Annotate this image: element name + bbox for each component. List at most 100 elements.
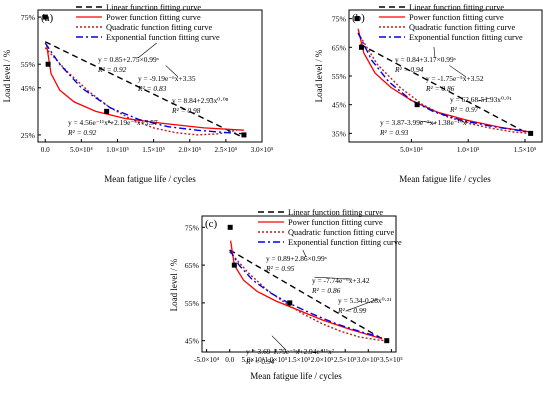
data-point xyxy=(104,108,110,114)
fit-r-squared: R² = 0.86 xyxy=(425,84,455,93)
fit-r-squared: R² = 0.99 xyxy=(337,306,367,315)
power-fitting-curve xyxy=(357,28,531,133)
exponential-fitting-curve xyxy=(229,249,383,339)
data-point xyxy=(414,102,420,108)
fit-r-squared: R² = 0.92 xyxy=(97,65,127,74)
y-tick-label: 55% xyxy=(185,299,200,308)
x-tick-label: 3.0×10⁵ xyxy=(357,356,380,364)
y-tick-label: 75% xyxy=(21,13,36,22)
annotation-leader xyxy=(271,335,287,351)
x-tick-label: 2.0×10⁵ xyxy=(311,356,334,364)
fit-equation: y = 0.84+3.17×0.99ˣ xyxy=(395,55,457,64)
legend-entry: Power function fitting curve xyxy=(288,218,383,227)
fit-r-squared: R² = 0.94 xyxy=(245,357,275,366)
legend-entry: Quadratic function fitting curve xyxy=(409,23,516,32)
y-tick-label: 55% xyxy=(332,72,347,81)
x-axis-label: Mean fatigue life / cycles xyxy=(104,174,196,184)
data-point xyxy=(528,130,534,136)
exponential-fitting-curve xyxy=(357,32,531,133)
annotation-leader xyxy=(210,98,213,100)
chart-panel: (b)5.0×10⁴1.0×10⁵1.5×10⁵35%45%55%65%75%M… xyxy=(314,3,543,184)
fit-equation: y = 5.34-0.28x⁰·²¹ xyxy=(338,296,391,305)
x-tick-label: 3.5×10⁵ xyxy=(380,356,403,364)
x-tick-label: 1.5×10⁵ xyxy=(288,356,311,364)
fit-equation: y = -9.19e⁻⁶x+3.35 xyxy=(138,74,196,83)
annotation-leader xyxy=(314,276,353,280)
data-point xyxy=(384,338,390,344)
annotation-leader xyxy=(345,298,379,312)
fit-r-squared: R² = 0.95 xyxy=(265,264,295,273)
x-tick-label: 5.0×10⁴ xyxy=(70,146,93,154)
annotation-leader xyxy=(433,46,436,59)
data-point xyxy=(231,262,237,268)
panel-label: (c) xyxy=(205,218,218,230)
y-tick-label: 25% xyxy=(21,131,36,140)
y-tick-label: 65% xyxy=(332,43,347,52)
y-tick-label: 45% xyxy=(21,84,36,93)
legend-entry: Linear function fitting curve xyxy=(106,3,201,12)
legend-entry: Exponential function fitting curve xyxy=(106,33,220,42)
legend-entry: Power function fitting curve xyxy=(106,13,201,22)
x-tick-label: 1.5×10⁵ xyxy=(514,146,537,154)
data-point xyxy=(287,300,293,306)
legend-entry: Quadratic function fitting curve xyxy=(106,23,213,32)
chart-panel: (a)0.05.0×10⁴1.0×10⁵1.5×10⁵2.0×10⁵2.5×10… xyxy=(2,3,274,184)
annotation-leader xyxy=(302,249,307,258)
legend-entry: Exponential function fitting curve xyxy=(288,238,402,247)
annotation-leader xyxy=(449,65,467,78)
x-tick-label: 5.0×10⁴ xyxy=(400,146,423,154)
fit-equation: y = -7.74e⁻⁶x+3.42 xyxy=(312,276,370,285)
legend-entry: Power function fitting curve xyxy=(409,13,504,22)
data-point xyxy=(358,44,364,50)
annotation-leader xyxy=(478,97,491,102)
y-tick-label: 65% xyxy=(185,261,200,270)
annotation-leader xyxy=(137,42,157,59)
fit-equation: y = 4.56e⁻¹¹x²+2.19e⁻⁵x+3.57 xyxy=(68,118,158,127)
y-axis-label: Load level / % xyxy=(314,49,324,102)
y-tick-label: 75% xyxy=(332,15,347,24)
y-tick-label: 45% xyxy=(332,101,347,110)
power-fitting-curve xyxy=(229,240,383,340)
y-axis-label: Load level / % xyxy=(169,258,179,311)
power-fitting-curve xyxy=(46,45,244,131)
data-point xyxy=(45,61,51,67)
exponential-fitting-curve xyxy=(44,42,244,135)
quadratic-fitting-curve xyxy=(357,32,531,135)
data-point xyxy=(241,132,247,138)
x-tick-label: -5.0×10⁴ xyxy=(194,356,220,364)
y-tick-label: 45% xyxy=(185,337,200,346)
y-tick-label: 75% xyxy=(185,223,200,232)
quadratic-fitting-curve xyxy=(44,47,237,136)
data-point xyxy=(354,16,360,22)
x-tick-label: 2.5×10⁵ xyxy=(334,356,357,364)
legend-entry: Linear function fitting curve xyxy=(288,208,383,217)
x-tick-label: 3.0×10⁵ xyxy=(251,146,274,154)
plot-frame xyxy=(37,9,263,143)
fit-equation: y = 3.87-3.99e⁻⁵x+1.38e⁻¹⁰x² xyxy=(380,118,469,127)
linear-fitting-curve xyxy=(229,249,383,340)
y-axis-label: Load level / % xyxy=(2,49,12,102)
x-tick-label: 1.0×10⁵ xyxy=(265,356,288,364)
fit-equation: y = -1.75e⁻⁵x+3.52 xyxy=(426,74,484,83)
fit-equation: y = 3.69-1.79e⁻⁵x+2.94e⁻¹¹x² xyxy=(246,347,335,356)
fit-equation: y = 0.89+2.86×0.99ˣ xyxy=(266,254,328,263)
fit-equation: y = 62.68-51.93x⁰·⁰¹ xyxy=(450,95,512,104)
legend-entry: Quadratic function fitting curve xyxy=(288,228,395,237)
fit-r-squared: R² = 0.83 xyxy=(137,84,167,93)
x-axis-label: Mean fatigue life / cycles xyxy=(399,174,491,184)
fit-r-squared: R² = 0.92 xyxy=(67,128,97,137)
fit-r-squared: R² = 0.98 xyxy=(171,106,201,115)
fit-r-squared: R² = 0.97 xyxy=(449,105,479,114)
annotation-leader xyxy=(165,65,179,78)
annotation-leader xyxy=(419,120,436,124)
linear-fitting-curve xyxy=(360,43,526,133)
chart-panel: (c) -5.0×10⁴ 0.0 5.0×10⁴ 1.0×10⁵ 1.5×10⁵ 2.0×1… xyxy=(169,208,403,381)
x-tick-label: 2.5×10⁵ xyxy=(215,146,238,154)
legend-entry: Exponential function fitting curve xyxy=(409,33,523,42)
fit-r-squared: R² = 0.94 xyxy=(394,65,424,74)
